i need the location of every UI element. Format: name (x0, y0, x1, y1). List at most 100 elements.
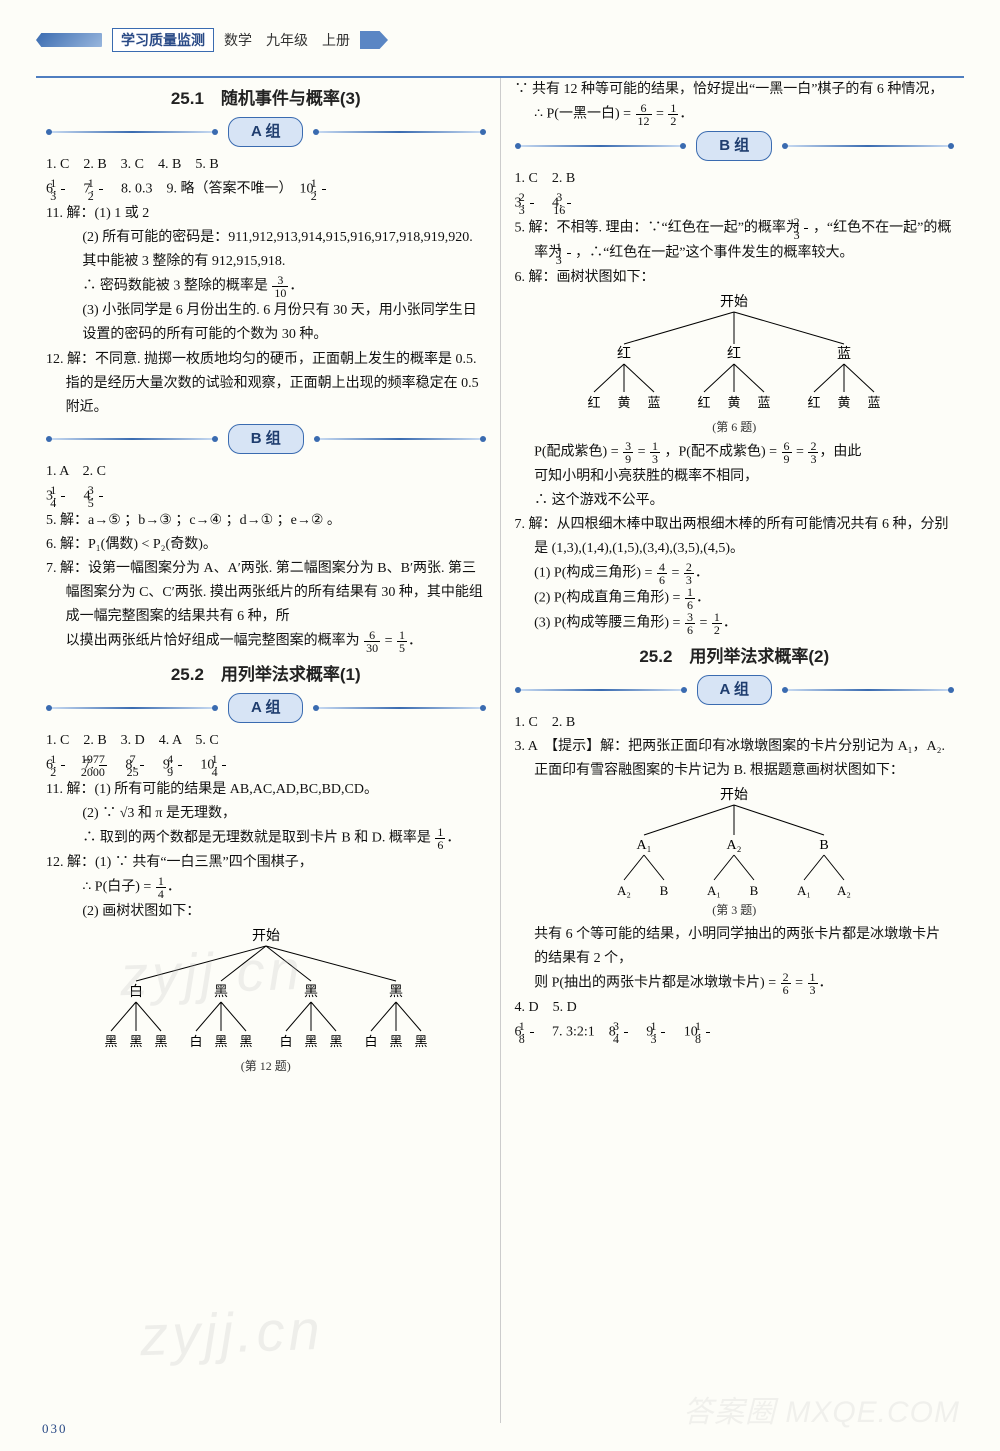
svg-text:A₂: A₂ (727, 838, 742, 853)
svg-text:蓝: 蓝 (868, 395, 881, 410)
svg-text:开始: 开始 (720, 787, 748, 803)
group-b: B 组 (46, 424, 486, 454)
svg-text:开始: 开始 (252, 928, 280, 944)
svg-text:A₂: A₂ (617, 883, 631, 898)
q11-p1: (2) 所有可能的密码是：911,912,913,914,915,916,917… (46, 226, 486, 274)
svg-text:B: B (820, 838, 829, 853)
group-a2: A 组 (46, 693, 486, 723)
c11-p2: (2) ∵ √3 和 π 是无理数， (46, 802, 486, 826)
c11-p3: ∴ 取到的两个数都是无理数就是取到卡片 B 和 D. 概率是 16． (46, 826, 486, 851)
svg-text:黑: 黑 (129, 1034, 142, 1049)
section-title-3: 25.2 用列举法求概率(2) (515, 642, 955, 671)
left-column: 25.1 随机事件与概率(3) A 组 1. C 2. B 3. C 4. B … (36, 78, 496, 1423)
svg-text:B: B (750, 883, 759, 898)
section-title: 25.1 随机事件与概率(3) (46, 84, 486, 113)
page-number: 030 (42, 1421, 68, 1437)
svg-text:黑: 黑 (214, 985, 228, 1000)
svg-text:白: 白 (279, 1034, 292, 1049)
group-a: A 组 (46, 117, 486, 147)
tree-1: 开始 白 黑 黑 黑 黑 黑 黑 白 (46, 926, 486, 1077)
c12-p2: ∴ P(白子) = 14． (46, 875, 486, 900)
svg-text:黑: 黑 (414, 1034, 427, 1049)
svg-text:开始: 开始 (720, 294, 748, 310)
rb7-a: (1) P(构成三角形) = 46 = 23． (515, 561, 955, 586)
rb-1-2: 1. C 2. B (515, 167, 955, 191)
svg-text:黑: 黑 (304, 1034, 317, 1049)
svg-text:蓝: 蓝 (758, 395, 771, 410)
header-subject: 数学 九年级 上册 (224, 30, 350, 50)
c11-p1: 11. 解：(1) 所有可能的结果是 AB,AC,AD,BC,BD,CD。 (46, 778, 486, 802)
svg-text:黄: 黄 (838, 395, 851, 410)
ra3-p3: 则 P(抽出的两张卡片都是冰墩墩卡片) = 26 = 13． (515, 971, 955, 996)
svg-text:黄: 黄 (728, 395, 741, 410)
rb6: 6. 解：画树状图如下： (515, 266, 955, 290)
rb6-p3: 可知小明和小亮获胜的概率不相同， (515, 465, 955, 489)
c-6-10: 6. 12 7. 19772000 8. 725 9. 49 10. 14 (46, 753, 486, 778)
q11-p2: ∴ 密码数能被 3 整除的概率是 310． (46, 274, 486, 299)
rb5: 5. 解：不相等. 理由：∵“红色在一起”的概率为 23 ，“红色不在一起”的概… (515, 216, 955, 266)
svg-text:A₁: A₁ (637, 838, 652, 853)
svg-text:A₂: A₂ (837, 883, 851, 898)
rb-3-4: 3. 23 4. 316 (515, 191, 955, 216)
svg-text:黑: 黑 (104, 1034, 117, 1049)
svg-text:红: 红 (588, 395, 601, 410)
ra-1-2: 1. C 2. B (515, 711, 955, 735)
svg-text:红: 红 (808, 395, 821, 410)
ra-6-10: 6. 18 7. 3:2:1 8. 34 9. 13 10. 18 (515, 1020, 955, 1045)
tree-2: 开始 红 红 蓝 红 黄 蓝 红 黄 蓝 红 (515, 292, 955, 438)
rb6-p4: ∴ 这个游戏不公平。 (515, 489, 955, 513)
svg-text:红: 红 (727, 346, 741, 362)
tree-3-caption: (第 3 题) (515, 900, 955, 921)
svg-text:白: 白 (189, 1034, 202, 1049)
q12: 12. 解：不同意. 抛掷一枚质地均匀的硬币，正面朝上发生的概率是 0.5. 指… (46, 348, 486, 420)
svg-text:A₁: A₁ (797, 883, 811, 898)
group-pill-a: A 组 (228, 117, 303, 147)
q11-head: 11. 解：(1) 1 或 2 (46, 202, 486, 226)
svg-text:黑: 黑 (154, 1034, 167, 1049)
b6: 6. 解：P₁(偶数) < P₂(奇数)。 (46, 533, 486, 557)
column-divider (500, 78, 501, 1423)
c12-p3: (2) 画树状图如下： (46, 900, 486, 924)
svg-text:B: B (660, 883, 669, 898)
svg-text:红: 红 (617, 346, 631, 362)
r-top-p2: ∴ P(一黑一白) = 612 = 12． (515, 102, 955, 127)
svg-text:蓝: 蓝 (648, 395, 661, 410)
r-top-p1: ∵ 共有 12 种等可能的结果，恰好提出“一黑一白”棋子的有 6 种情况， (515, 78, 955, 102)
svg-text:黑: 黑 (239, 1034, 252, 1049)
pencil-icon (36, 33, 102, 47)
section-title-2: 25.2 用列举法求概率(1) (46, 660, 486, 689)
answers-1-5: 1. C 2. B 3. C 4. B 5. B (46, 153, 486, 177)
svg-text:黄: 黄 (618, 395, 631, 410)
svg-text:白: 白 (364, 1034, 377, 1049)
b7-p2: 以摸出两张纸片恰好组成一幅完整图案的概率为 630 = 15． (46, 629, 486, 654)
arrow-icon (360, 31, 388, 49)
q11-p3: (3) 小张同学是 6 月份出生的. 6 月份只有 30 天，用小张同学生日设置… (46, 299, 486, 347)
tree-2-caption: (第 6 题) (515, 417, 955, 438)
r-group-b: B 组 (515, 131, 955, 161)
right-column: ∵ 共有 12 种等可能的结果，恰好提出“一黑一白”棋子的有 6 种情况， ∴ … (505, 78, 965, 1423)
c-1-5: 1. C 2. B 3. D 4. A 5. C (46, 729, 486, 753)
svg-text:红: 红 (698, 395, 711, 410)
b-3-4: 3. 14 4. 35 (46, 484, 486, 509)
group-pill-b: B 组 (228, 424, 304, 454)
b5: 5. 解：a→⑤ ；b→③ ；c→④ ；d→① ；e→② 。 (46, 509, 486, 533)
header: 学习质量监测 数学 九年级 上册 (36, 28, 964, 62)
svg-text:黑: 黑 (329, 1034, 342, 1049)
svg-text:黑: 黑 (214, 1034, 227, 1049)
ra-4-5: 4. D 5. D (515, 996, 955, 1020)
svg-text:黑: 黑 (304, 985, 318, 1000)
svg-text:黑: 黑 (389, 1034, 402, 1049)
header-badge: 学习质量监测 (112, 28, 214, 52)
b-1-2: 1. A 2. C (46, 460, 486, 484)
svg-text:白: 白 (129, 984, 143, 1000)
columns: 25.1 随机事件与概率(3) A 组 1. C 2. B 3. C 4. B … (36, 78, 964, 1423)
rb6-p2: P(配成紫色) = 39 = 13 ，P(配不成紫色) = 69 = 23，由此 (515, 440, 955, 465)
rb7-c: (3) P(构成等腰三角形) = 36 = 12． (515, 611, 955, 636)
ra3-p2: 共有 6 个等可能的结果，小明同学抽出的两张卡片都是冰墩墩卡片的结果有 2 个， (515, 923, 955, 971)
r-group-a: A 组 (515, 675, 955, 705)
c12-p1: 12. 解：(1) ∵ 共有“一白三黑”四个围棋子， (46, 851, 486, 875)
svg-text:黑: 黑 (389, 985, 403, 1000)
rb7-b: (2) P(构成直角三角形) = 16． (515, 586, 955, 611)
rb7-p1: 7. 解：从四根细木棒中取出两根细木棒的所有可能情况共有 6 种，分别是 (1,… (515, 513, 955, 561)
ra3-p1: 3. A 【提示】解：把两张正面印有冰墩墩图案的卡片分别记为 A₁，A₂. 正面… (515, 735, 955, 783)
